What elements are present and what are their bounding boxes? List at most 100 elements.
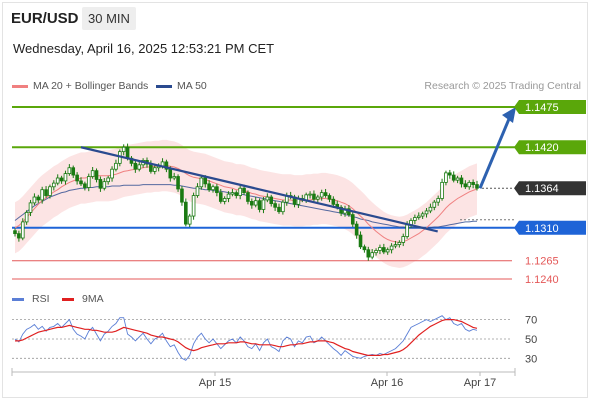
candle-body	[269, 196, 274, 205]
level-label-text: 1.1420	[525, 142, 559, 154]
level-label-1.1364: 1.1364	[514, 181, 586, 196]
candle-body	[40, 189, 44, 201]
candle-body	[203, 177, 208, 185]
candle-body	[17, 233, 21, 239]
ma50-line	[14, 184, 477, 229]
level-label-tag	[514, 220, 586, 235]
candle-body	[358, 234, 363, 248]
rsi-swatch	[12, 297, 24, 301]
candle-body	[382, 247, 386, 253]
candle-body	[59, 177, 64, 182]
candle-body	[121, 146, 126, 153]
candle-body	[308, 193, 312, 196]
candle-body	[94, 170, 99, 180]
candle-body	[253, 200, 258, 206]
candle-body	[327, 195, 332, 200]
level-label-1.1240: 1.1240	[525, 274, 559, 286]
candle-body	[164, 161, 169, 170]
candle-body	[451, 174, 456, 181]
candle-body	[28, 202, 33, 213]
candle-body	[428, 206, 433, 212]
candle-body	[385, 249, 390, 253]
candle-body	[339, 206, 343, 214]
candle-body	[230, 192, 235, 195]
level-label-1.1310: 1.1310	[514, 220, 586, 235]
candle-body	[172, 176, 176, 179]
candles	[13, 143, 479, 261]
candle-body	[90, 170, 95, 177]
candle-body	[36, 196, 41, 201]
candle-body	[413, 217, 417, 221]
level-label-text: 1.1240	[525, 274, 559, 286]
candle-body	[24, 211, 29, 223]
candle-body	[440, 181, 444, 199]
level-label-tag	[514, 99, 586, 114]
candle-body	[281, 201, 285, 213]
rsi-tick-30: 30	[525, 353, 537, 365]
candle-body	[362, 246, 367, 251]
candle-body	[455, 177, 460, 181]
candle-body	[312, 193, 316, 200]
candle-body	[114, 162, 118, 170]
x-tick-label: Apr 16	[371, 377, 403, 389]
candle-body	[180, 188, 184, 203]
candle-body	[48, 186, 52, 196]
candle-body	[199, 177, 204, 188]
candle-body	[222, 198, 227, 202]
candle-body	[215, 186, 219, 194]
candle-body	[463, 183, 468, 188]
level-label-tag	[514, 140, 586, 155]
credit-text: Research © 2025 Trading Central	[424, 80, 581, 92]
candle-body	[184, 201, 188, 225]
legend-ma50: MA 50	[156, 80, 207, 92]
candle-body	[459, 177, 464, 185]
bollinger-band	[15, 139, 477, 268]
candle-body	[234, 192, 239, 196]
interval-badge[interactable]: 30 MIN	[82, 7, 136, 30]
candle-body	[261, 199, 266, 210]
candle-body	[176, 176, 180, 190]
candle-body	[378, 247, 382, 251]
candle-body	[13, 230, 17, 235]
candle-body	[257, 200, 262, 210]
ma50-label: MA 50	[177, 80, 207, 92]
candle-body	[152, 167, 157, 172]
candle-body	[133, 162, 138, 170]
ma50-swatch	[156, 84, 172, 88]
candle-body	[168, 168, 173, 179]
level-label-text: 1.1310	[525, 223, 559, 235]
x-tick-label: Apr 15	[199, 377, 231, 389]
candle-body	[246, 192, 250, 202]
candle-body	[323, 192, 328, 196]
candle-body	[350, 214, 355, 225]
candle-body	[405, 224, 409, 237]
candle-body	[277, 206, 281, 213]
target-arrow-shaft	[478, 118, 511, 189]
candle-body	[218, 192, 223, 202]
target-arrow-head	[502, 106, 516, 123]
legend-rsi: RSI	[12, 293, 50, 305]
level-label-text: 1.1475	[525, 102, 559, 114]
candle-body	[102, 181, 107, 189]
candle-body	[467, 181, 472, 188]
candle-body	[420, 213, 425, 217]
candle-body	[79, 180, 83, 185]
level-label-1.1265: 1.1265	[525, 256, 559, 268]
candle-body	[86, 176, 91, 188]
level-label-1.1475: 1.1475	[514, 99, 586, 114]
candle-body	[125, 146, 130, 159]
candle-body	[475, 184, 479, 189]
candle-body	[20, 221, 25, 239]
candle-body	[374, 250, 378, 254]
candle-body	[448, 172, 452, 176]
candle-body	[316, 196, 320, 200]
candle-body	[250, 201, 254, 206]
candle-body	[432, 201, 437, 208]
candle-body	[331, 198, 336, 205]
candle-body	[436, 198, 440, 203]
candle-body	[71, 167, 76, 176]
rsi-legend-label: RSI	[32, 293, 50, 305]
